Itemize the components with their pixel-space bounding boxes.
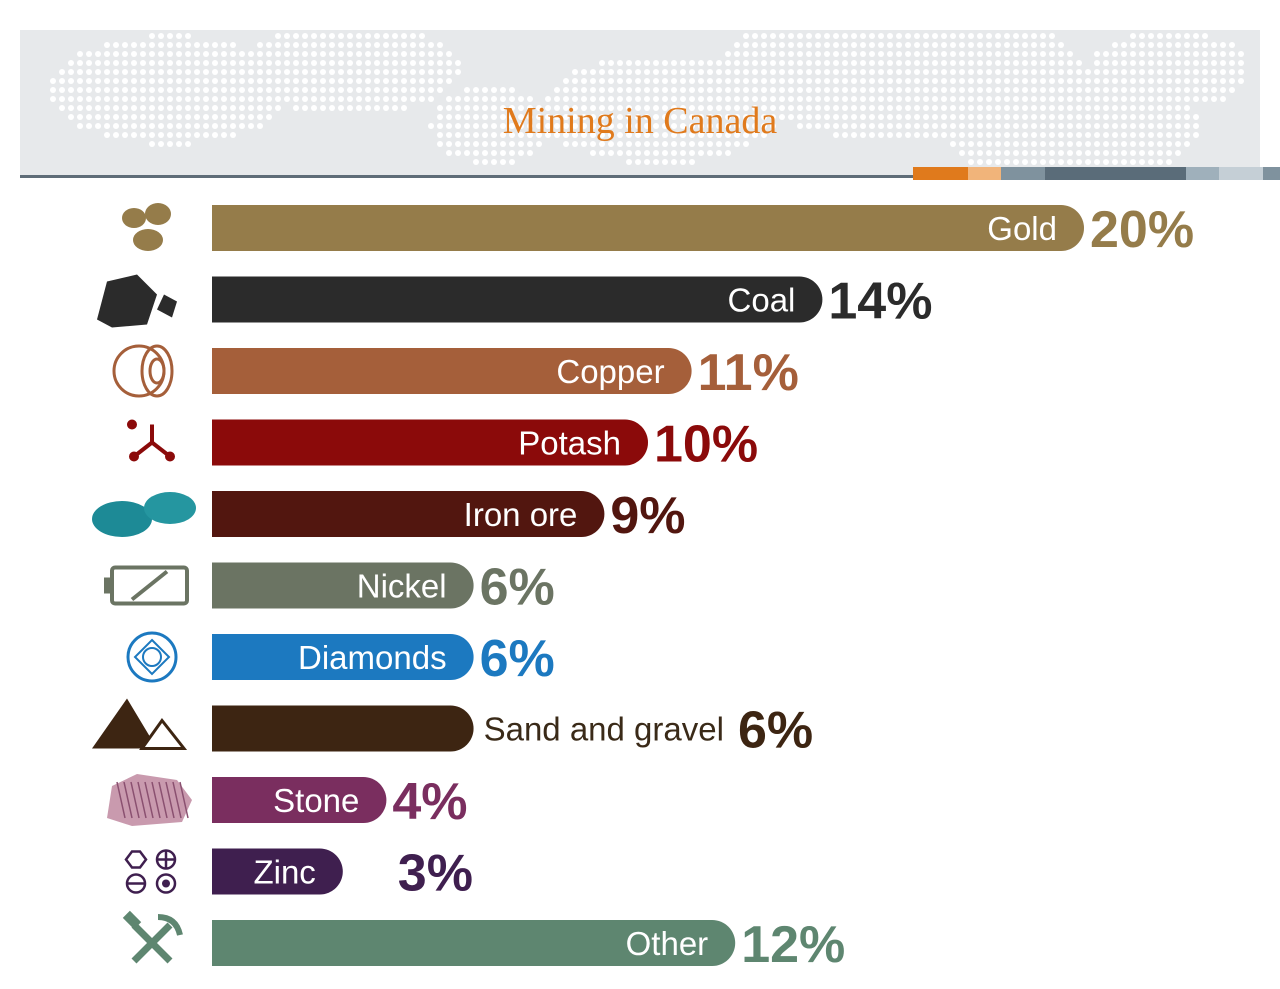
- pickaxe-hammer-icon: [122, 910, 183, 964]
- bar-sand-and-gravel: [212, 705, 474, 752]
- bar-label-other: Other: [626, 925, 709, 962]
- bar-diamonds: [212, 634, 474, 680]
- value-label-zinc: 3%: [398, 845, 473, 903]
- bar-label-potash: Potash: [518, 425, 621, 462]
- bar-label-copper: Copper: [556, 353, 664, 390]
- bar-label-zinc: Zinc: [253, 854, 315, 891]
- accent-strip-segment: [1219, 167, 1263, 180]
- accent-strip-segment: [1263, 167, 1280, 180]
- value-label-gold: 20%: [1090, 201, 1194, 259]
- bar-copper: [212, 348, 692, 394]
- accent-strip-segment: [1045, 167, 1089, 180]
- bar-zinc: [212, 848, 343, 895]
- bar-other: [212, 920, 736, 966]
- accent-strip-segment: [968, 167, 1001, 180]
- gold-nuggets-icon: [122, 203, 171, 251]
- bar-coal: [212, 276, 823, 323]
- copper-coil-icon: [112, 344, 174, 398]
- page-title: Mining in Canada: [502, 100, 778, 142]
- zinc-symbols-icon: [124, 849, 177, 894]
- value-label-stone: 4%: [392, 773, 467, 831]
- stone-icon: [107, 774, 192, 826]
- header-rule: [20, 175, 913, 178]
- nickel-battery-icon: [104, 565, 189, 606]
- value-label-coal: 14%: [828, 273, 932, 331]
- value-label-diamonds: 6%: [480, 630, 555, 688]
- accent-strip-segment: [913, 167, 968, 180]
- bar-label-iron-ore: Iron ore: [464, 496, 578, 533]
- bar-label-gold: Gold: [987, 210, 1057, 247]
- accent-strip-segment: [1001, 167, 1045, 180]
- value-label-nickel: 6%: [480, 559, 555, 617]
- iron-ore-icon: [92, 492, 196, 537]
- bar-label-coal: Coal: [728, 282, 796, 319]
- bar-label-nickel: Nickel: [357, 568, 447, 605]
- bar-gold: [212, 205, 1084, 251]
- bar-label-diamonds: Diamonds: [298, 639, 447, 676]
- sand-gravel-icon: [92, 698, 188, 750]
- bar-nickel: [212, 562, 474, 609]
- value-label-other: 12%: [741, 916, 845, 974]
- accent-strip-segment: [1089, 167, 1186, 180]
- accent-strip-segment: [1186, 167, 1219, 180]
- value-label-potash: 10%: [654, 416, 758, 474]
- world-map-dots-background: [50, 33, 1244, 174]
- diamond-icon: [126, 631, 178, 683]
- bar-potash: [212, 419, 648, 466]
- value-label-copper: 11%: [698, 344, 799, 402]
- header-banner: Mining in Canada: [20, 30, 1260, 175]
- value-label-sand-and-gravel: 6%: [738, 702, 813, 760]
- potash-molecule-icon: [127, 419, 175, 462]
- bar-stone: [212, 777, 387, 823]
- value-label-iron-ore: 9%: [610, 487, 685, 545]
- bar-label-stone: Stone: [273, 782, 359, 819]
- coal-icon: [97, 274, 177, 328]
- bar-iron-ore: [212, 491, 605, 537]
- bar-label-sand-and-gravel: Sand and gravel: [484, 711, 724, 748]
